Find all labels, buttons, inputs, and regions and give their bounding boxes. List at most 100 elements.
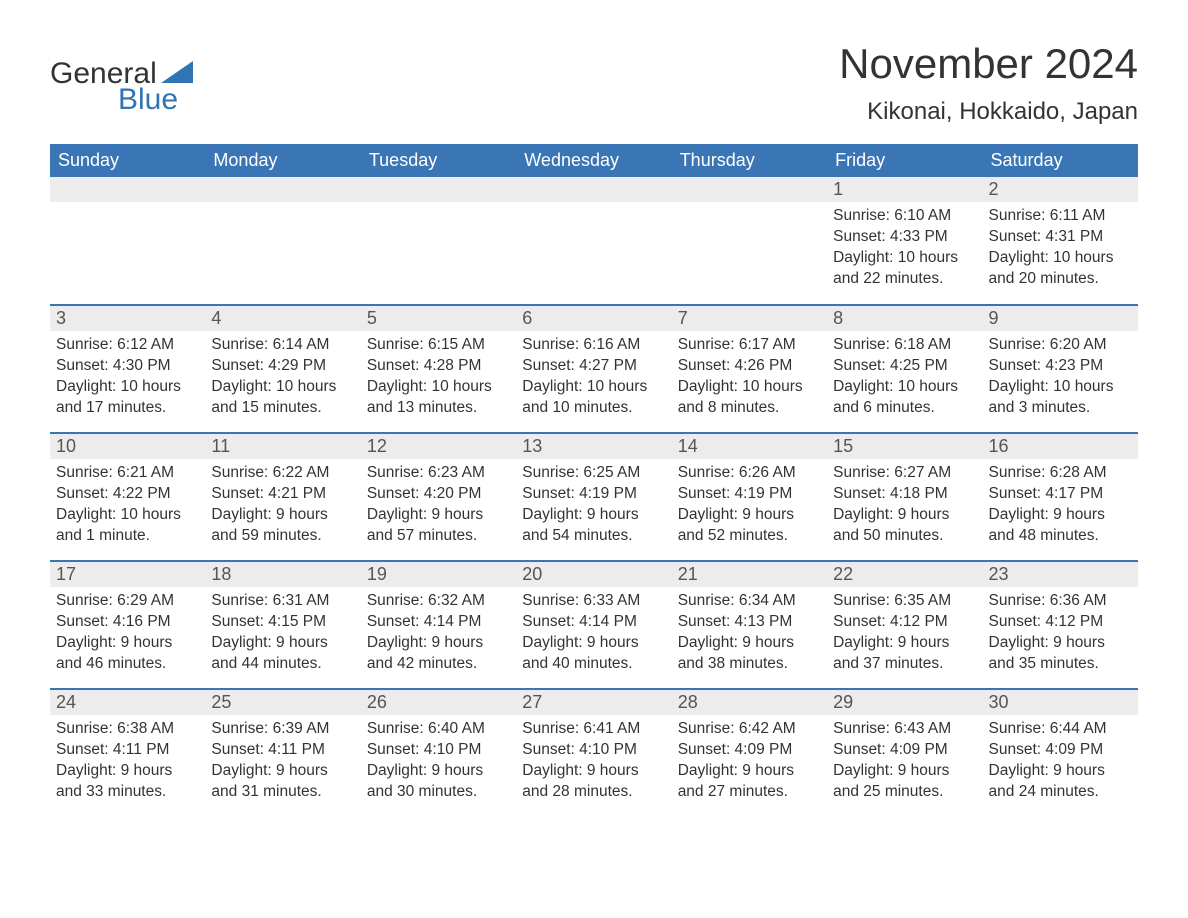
daylight-line: and 57 minutes. <box>367 526 510 547</box>
daylight-line: and 59 minutes. <box>211 526 354 547</box>
day-body: Sunrise: 6:22 AMSunset: 4:21 PMDaylight:… <box>205 459 360 553</box>
sunset-line: Sunset: 4:19 PM <box>522 484 665 505</box>
daylight-line: Daylight: 9 hours <box>522 633 665 654</box>
sunset-line: Sunset: 4:18 PM <box>833 484 976 505</box>
daylight-line: Daylight: 10 hours <box>833 377 976 398</box>
daylight-line: and 8 minutes. <box>678 398 821 419</box>
day-body <box>50 202 205 212</box>
day-number: 28 <box>672 690 827 715</box>
sunrise-line: Sunrise: 6:43 AM <box>833 719 976 740</box>
day-cell: 28Sunrise: 6:42 AMSunset: 4:09 PMDayligh… <box>672 689 827 817</box>
day-cell: 7Sunrise: 6:17 AMSunset: 4:26 PMDaylight… <box>672 305 827 433</box>
weekday-header: Friday <box>827 144 982 177</box>
sunrise-line: Sunrise: 6:29 AM <box>56 591 199 612</box>
day-cell: 19Sunrise: 6:32 AMSunset: 4:14 PMDayligh… <box>361 561 516 689</box>
daylight-line: and 40 minutes. <box>522 654 665 675</box>
week-row: 24Sunrise: 6:38 AMSunset: 4:11 PMDayligh… <box>50 689 1138 817</box>
day-cell: 1Sunrise: 6:10 AMSunset: 4:33 PMDaylight… <box>827 177 982 305</box>
weekday-header: Saturday <box>983 144 1138 177</box>
sunset-line: Sunset: 4:22 PM <box>56 484 199 505</box>
day-number: 24 <box>50 690 205 715</box>
day-body: Sunrise: 6:41 AMSunset: 4:10 PMDaylight:… <box>516 715 671 809</box>
sunset-line: Sunset: 4:17 PM <box>989 484 1132 505</box>
sunset-line: Sunset: 4:27 PM <box>522 356 665 377</box>
day-body: Sunrise: 6:44 AMSunset: 4:09 PMDaylight:… <box>983 715 1138 809</box>
daylight-line: and 25 minutes. <box>833 782 976 803</box>
day-body: Sunrise: 6:25 AMSunset: 4:19 PMDaylight:… <box>516 459 671 553</box>
sunrise-line: Sunrise: 6:21 AM <box>56 463 199 484</box>
day-body: Sunrise: 6:35 AMSunset: 4:12 PMDaylight:… <box>827 587 982 681</box>
day-number <box>205 177 360 202</box>
day-body: Sunrise: 6:36 AMSunset: 4:12 PMDaylight:… <box>983 587 1138 681</box>
title-block: November 2024 Kikonai, Hokkaido, Japan <box>839 40 1138 126</box>
sunset-line: Sunset: 4:12 PM <box>989 612 1132 633</box>
daylight-line: Daylight: 9 hours <box>678 633 821 654</box>
week-row: 10Sunrise: 6:21 AMSunset: 4:22 PMDayligh… <box>50 433 1138 561</box>
day-number: 2 <box>983 177 1138 202</box>
day-number: 14 <box>672 434 827 459</box>
day-cell: 6Sunrise: 6:16 AMSunset: 4:27 PMDaylight… <box>516 305 671 433</box>
sunrise-line: Sunrise: 6:22 AM <box>211 463 354 484</box>
day-body: Sunrise: 6:23 AMSunset: 4:20 PMDaylight:… <box>361 459 516 553</box>
sunset-line: Sunset: 4:10 PM <box>367 740 510 761</box>
sunrise-line: Sunrise: 6:20 AM <box>989 335 1132 356</box>
day-number: 1 <box>827 177 982 202</box>
daylight-line: and 27 minutes. <box>678 782 821 803</box>
day-number: 16 <box>983 434 1138 459</box>
weekday-header: Wednesday <box>516 144 671 177</box>
day-number <box>516 177 671 202</box>
day-cell: 8Sunrise: 6:18 AMSunset: 4:25 PMDaylight… <box>827 305 982 433</box>
daylight-line: and 22 minutes. <box>833 269 976 290</box>
sunrise-line: Sunrise: 6:25 AM <box>522 463 665 484</box>
daylight-line: Daylight: 9 hours <box>367 633 510 654</box>
sunrise-line: Sunrise: 6:35 AM <box>833 591 976 612</box>
sunset-line: Sunset: 4:30 PM <box>56 356 199 377</box>
day-body: Sunrise: 6:34 AMSunset: 4:13 PMDaylight:… <box>672 587 827 681</box>
day-number <box>672 177 827 202</box>
day-number: 9 <box>983 306 1138 331</box>
day-body <box>361 202 516 212</box>
sunset-line: Sunset: 4:13 PM <box>678 612 821 633</box>
day-cell: 14Sunrise: 6:26 AMSunset: 4:19 PMDayligh… <box>672 433 827 561</box>
daylight-line: Daylight: 9 hours <box>211 761 354 782</box>
daylight-line: Daylight: 9 hours <box>833 761 976 782</box>
day-body: Sunrise: 6:10 AMSunset: 4:33 PMDaylight:… <box>827 202 982 296</box>
day-body: Sunrise: 6:43 AMSunset: 4:09 PMDaylight:… <box>827 715 982 809</box>
page-header: General Blue November 2024 Kikonai, Hokk… <box>50 40 1138 126</box>
daylight-line: Daylight: 9 hours <box>56 633 199 654</box>
sunset-line: Sunset: 4:11 PM <box>56 740 199 761</box>
sunrise-line: Sunrise: 6:32 AM <box>367 591 510 612</box>
day-cell <box>361 177 516 305</box>
sunrise-line: Sunrise: 6:34 AM <box>678 591 821 612</box>
day-body: Sunrise: 6:16 AMSunset: 4:27 PMDaylight:… <box>516 331 671 425</box>
day-cell: 30Sunrise: 6:44 AMSunset: 4:09 PMDayligh… <box>983 689 1138 817</box>
daylight-line: Daylight: 10 hours <box>56 377 199 398</box>
daylight-line: Daylight: 9 hours <box>989 505 1132 526</box>
day-body: Sunrise: 6:12 AMSunset: 4:30 PMDaylight:… <box>50 331 205 425</box>
sunrise-line: Sunrise: 6:33 AM <box>522 591 665 612</box>
sunset-line: Sunset: 4:29 PM <box>211 356 354 377</box>
sunrise-line: Sunrise: 6:36 AM <box>989 591 1132 612</box>
day-body: Sunrise: 6:11 AMSunset: 4:31 PMDaylight:… <box>983 202 1138 296</box>
sunset-line: Sunset: 4:26 PM <box>678 356 821 377</box>
day-cell: 2Sunrise: 6:11 AMSunset: 4:31 PMDaylight… <box>983 177 1138 305</box>
daylight-line: Daylight: 9 hours <box>211 505 354 526</box>
day-cell <box>205 177 360 305</box>
daylight-line: and 38 minutes. <box>678 654 821 675</box>
daylight-line: Daylight: 9 hours <box>522 761 665 782</box>
daylight-line: and 20 minutes. <box>989 269 1132 290</box>
day-cell: 24Sunrise: 6:38 AMSunset: 4:11 PMDayligh… <box>50 689 205 817</box>
day-cell <box>516 177 671 305</box>
sunrise-line: Sunrise: 6:31 AM <box>211 591 354 612</box>
sunset-line: Sunset: 4:23 PM <box>989 356 1132 377</box>
daylight-line: Daylight: 9 hours <box>522 505 665 526</box>
week-row: 17Sunrise: 6:29 AMSunset: 4:16 PMDayligh… <box>50 561 1138 689</box>
sunrise-line: Sunrise: 6:12 AM <box>56 335 199 356</box>
sunset-line: Sunset: 4:21 PM <box>211 484 354 505</box>
day-cell: 27Sunrise: 6:41 AMSunset: 4:10 PMDayligh… <box>516 689 671 817</box>
sunset-line: Sunset: 4:12 PM <box>833 612 976 633</box>
day-number: 12 <box>361 434 516 459</box>
week-row: 3Sunrise: 6:12 AMSunset: 4:30 PMDaylight… <box>50 305 1138 433</box>
daylight-line: Daylight: 9 hours <box>367 761 510 782</box>
daylight-line: Daylight: 9 hours <box>833 505 976 526</box>
